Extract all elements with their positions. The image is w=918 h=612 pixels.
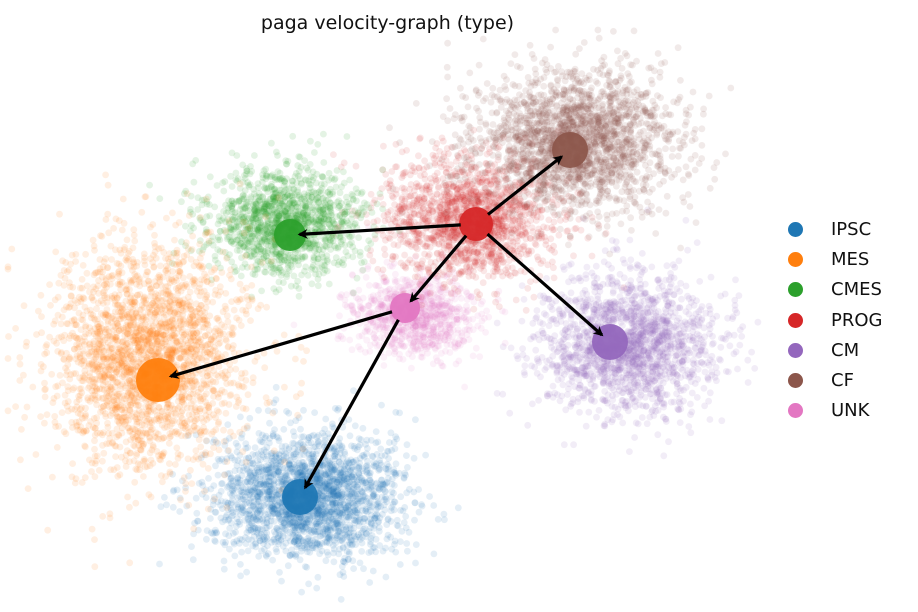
legend-marker: [788, 373, 803, 389]
edge-unk-to-mes: [168, 310, 393, 379]
legend-marker: [788, 403, 803, 419]
legend-label: CF: [831, 370, 854, 392]
legend-marker: [788, 221, 803, 237]
legend-label: IPSC: [831, 218, 872, 240]
node-cmes: [274, 219, 306, 251]
legend-marker: [788, 282, 803, 298]
legend-item-ipsc: IPSC: [788, 214, 882, 244]
legend-marker: [788, 251, 803, 267]
legend-label: PROG: [831, 309, 883, 331]
edge-prog-to-cm: [486, 232, 604, 337]
legend-item-mes: MES: [788, 244, 882, 274]
edge-prog-to-cf: [487, 155, 564, 216]
legend-item-cm: CM: [788, 335, 882, 365]
legend: IPSC MES CMES PROG CM CF UNK: [788, 214, 882, 426]
legend-label: CMES: [831, 279, 882, 301]
node-ipsc: [282, 479, 318, 515]
chart-title: paga velocity-graph (type): [260, 12, 515, 34]
cell-cloud-ipsc: [156, 383, 462, 603]
legend-item-cmes: CMES: [788, 275, 882, 305]
legend-marker: [788, 342, 803, 358]
node-mes: [136, 358, 180, 402]
edge-unk-to-ipsc: [303, 319, 400, 490]
velocity-edges-layer: [168, 155, 604, 490]
legend-item-cf: CF: [788, 365, 882, 395]
edge-prog-to-cmes: [297, 223, 461, 239]
legend-label: CM: [831, 339, 860, 361]
node-prog: [459, 207, 493, 241]
legend-item-unk: UNK: [788, 396, 882, 426]
cell-cloud-cf: [386, 26, 735, 258]
legend-item-prog: PROG: [788, 305, 882, 335]
legend-label: MES: [831, 248, 870, 270]
node-cf: [552, 132, 588, 168]
edge-prog-to-unk: [409, 234, 468, 303]
legend-marker: [788, 312, 803, 328]
legend-label: UNK: [831, 400, 870, 422]
